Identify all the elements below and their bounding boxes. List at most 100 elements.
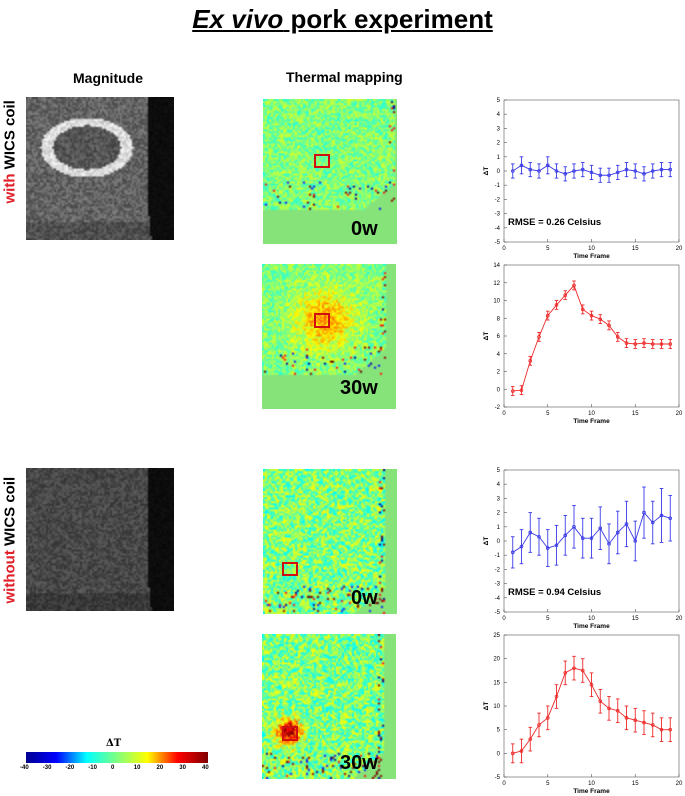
rmse-annotation: RMSE = 0.26 Celsius <box>508 217 601 228</box>
y-tick-label: 0 <box>497 387 501 393</box>
data-point <box>607 542 611 546</box>
y-tick-label: -4 <box>495 596 501 602</box>
data-point <box>554 169 559 173</box>
series-line <box>512 164 671 176</box>
rmse-annotation: RMSE = 0.94 Celsius <box>508 587 601 598</box>
thermal-map-without-0w <box>263 469 397 614</box>
data-point <box>624 522 629 526</box>
x-axis-label: Time Frame <box>573 623 610 630</box>
data-point <box>537 534 541 539</box>
x-tick-label: 0 <box>502 616 506 622</box>
plot-frame <box>503 634 680 778</box>
series-line <box>512 284 671 392</box>
power-label: 30w <box>340 752 378 774</box>
data-point <box>650 169 655 173</box>
colorbar-tick-label: 30 <box>179 765 186 771</box>
data-point <box>642 510 646 515</box>
y-tick-label: -2 <box>495 197 501 203</box>
y-tick-label: -1 <box>495 183 501 189</box>
data-point <box>580 167 585 172</box>
data-point <box>510 751 515 756</box>
data-point <box>563 293 568 297</box>
x-axis-label: Time Frame <box>573 253 610 260</box>
plot-with-30w: -2 0 2 4 6 8 10 12 14 0 5 10 15 20 Time Frame ΔT <box>470 257 685 427</box>
roi-box <box>282 562 298 576</box>
data-point <box>580 307 585 312</box>
data-point <box>642 341 646 345</box>
data-point <box>633 169 638 173</box>
row-label-without-suffix: WICS coil <box>1 476 19 551</box>
x-tick-label: 20 <box>676 616 683 622</box>
y-tick-label: 2 <box>497 370 501 376</box>
data-point <box>545 163 550 168</box>
thermal-map-with-0w <box>263 99 397 244</box>
x-axis-label: Time Frame <box>573 418 610 425</box>
data-point <box>615 170 620 175</box>
data-point <box>624 716 629 720</box>
data-point <box>528 167 533 172</box>
y-tick-label: -5 <box>495 775 501 781</box>
data-point <box>668 167 673 172</box>
roi-box <box>282 726 298 741</box>
y-tick-label: 12 <box>493 281 500 287</box>
data-point <box>572 525 576 529</box>
y-tick-label: 0 <box>497 169 501 175</box>
data-point <box>589 682 594 687</box>
data-point <box>598 699 603 704</box>
y-axis-label: ΔT <box>483 167 490 176</box>
y-tick-label: 14 <box>493 263 500 269</box>
x-tick-label: 15 <box>632 781 639 787</box>
data-point <box>615 335 620 339</box>
thermal-map-with-30w <box>262 264 396 409</box>
x-tick-label: 10 <box>588 411 595 417</box>
x-tick-label: 0 <box>502 781 506 787</box>
roi-box <box>314 154 330 168</box>
data-point <box>668 727 673 732</box>
data-point <box>598 526 603 531</box>
power-label: 0w <box>351 218 378 240</box>
data-point <box>528 530 533 535</box>
thermal-column-header: Thermal mapping <box>286 69 403 85</box>
colorbar-tick-label: 40 <box>202 765 209 771</box>
data-point <box>563 533 568 538</box>
data-point <box>642 172 646 176</box>
data-point <box>519 749 524 753</box>
magnitude-image-without <box>26 468 174 611</box>
y-tick-label: 2 <box>497 141 501 147</box>
x-axis-label: Time Frame <box>573 788 610 795</box>
row-label-with-prefix: with <box>1 173 19 204</box>
colorbar-tick-label: -20 <box>65 765 75 771</box>
x-tick-label: 20 <box>676 246 683 252</box>
data-point <box>642 720 646 725</box>
title-rest: pork experiment <box>283 4 493 34</box>
data-point <box>580 536 585 540</box>
data-point <box>554 303 559 307</box>
colorbar-tick-label: -30 <box>42 765 52 771</box>
x-tick-label: 5 <box>546 616 550 622</box>
x-tick-label: 0 <box>502 246 506 252</box>
figure-title: Ex vivo pork experiment <box>0 4 685 35</box>
data-point <box>615 530 620 535</box>
y-tick-label: 0 <box>497 539 501 545</box>
data-point <box>537 169 541 173</box>
data-point <box>528 359 533 363</box>
x-tick-label: 15 <box>632 616 639 622</box>
data-point <box>668 516 673 521</box>
plot-without-0w: -5 -4 -3 -2 -1 0 1 2 3 4 5 0 5 10 15 20 Time Frame ΔT RMSE… <box>470 462 685 632</box>
y-tick-label: -2 <box>495 405 501 411</box>
y-tick-label: -3 <box>495 212 501 218</box>
data-point <box>545 313 550 318</box>
y-tick-label: -4 <box>495 226 501 232</box>
colorbar-tick-label: 0 <box>111 765 115 771</box>
data-point <box>659 167 664 172</box>
plot-frame <box>503 264 680 408</box>
data-point <box>545 716 550 720</box>
magnitude-image-with <box>26 97 174 240</box>
y-tick-label: 25 <box>493 633 500 639</box>
y-tick-label: -5 <box>495 240 501 246</box>
data-point <box>615 708 620 713</box>
data-point <box>510 169 515 173</box>
data-point <box>607 323 611 328</box>
y-tick-label: -5 <box>495 610 501 616</box>
data-point <box>537 335 541 339</box>
